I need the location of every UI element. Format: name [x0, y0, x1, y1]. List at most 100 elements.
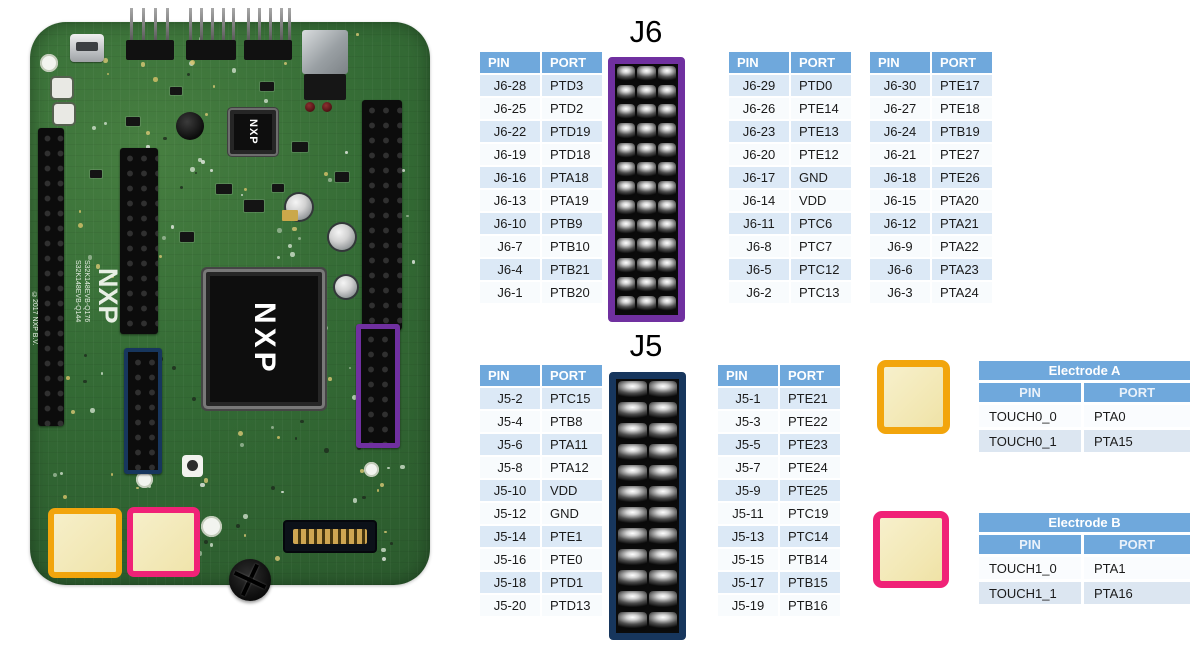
pin-hole [657, 142, 676, 160]
pin-cell: J6-17 [729, 167, 789, 188]
column-header: PIN [480, 52, 540, 73]
port-cell: VDD [791, 190, 851, 211]
pin-hole [648, 591, 677, 610]
table-row: J6-19 PTD18 [480, 144, 602, 165]
port-cell: PTA24 [932, 282, 992, 303]
pin-hole [657, 295, 676, 313]
port-cell: PTE12 [791, 144, 851, 165]
port-cell: PTB9 [542, 213, 602, 234]
pin-cell: J6-14 [729, 190, 789, 211]
pin-hole [648, 528, 677, 547]
table-row: J6-12 PTA21 [870, 213, 992, 234]
status-led [305, 102, 315, 112]
column-header: PIN [979, 383, 1081, 402]
table-row: J5-7 PTE24 [718, 457, 840, 478]
pin-cell: J6-4 [480, 259, 540, 280]
pin-hole [657, 257, 676, 275]
port-cell: PTA18 [542, 167, 602, 188]
pin-hole [657, 66, 676, 84]
table-row: J6-10 PTB9 [480, 213, 602, 234]
port-cell: PTC12 [791, 259, 851, 280]
port-cell: PTB21 [542, 259, 602, 280]
pin-hole [617, 66, 636, 84]
pin-cell: J5-19 [718, 595, 778, 616]
port-cell: PTC14 [780, 526, 840, 547]
table-row: J6-30 PTE17 [870, 75, 992, 96]
inductor [176, 112, 204, 140]
pin-cell: J6-26 [729, 98, 789, 119]
pin-hole [637, 200, 656, 218]
table-row: J6-24 PTB19 [870, 121, 992, 142]
column-header: PIN [480, 365, 540, 386]
electrode-a-swatch [877, 360, 950, 434]
pin-cell: J6-8 [729, 236, 789, 257]
mounting-hole [40, 54, 58, 72]
port-cell: PTA22 [932, 236, 992, 257]
micro-usb-connector [70, 34, 104, 62]
j6-board-connector-highlight [356, 324, 400, 448]
silk-copyright: ©2017 NXP B.V. [31, 292, 38, 346]
pin-cell: J5-7 [718, 457, 778, 478]
smd-component [180, 232, 194, 242]
table-row: J5-4 PTB8 [480, 411, 602, 432]
pin-port-table: PIN PORT J5-2 PTC15 J5-4 PTB8 J5-6 PTA11 J5-8 PTA… [478, 363, 604, 618]
table-row: J5-2 PTC15 [480, 388, 602, 409]
pin-port-table: PIN PORT J5-1 PTE21 J5-3 PTE22 J5-5 PTE23 J5-7 PT… [716, 363, 842, 618]
pin-hole [617, 238, 636, 256]
pin-hole [637, 85, 656, 103]
pin-hole [618, 402, 647, 421]
pin-hole [617, 295, 636, 313]
port-cell: PTA12 [542, 457, 602, 478]
port-cell: PTD19 [542, 121, 602, 142]
pin-hole [648, 402, 677, 421]
table-row: J5-5 PTE23 [718, 434, 840, 455]
pin-hole [657, 200, 676, 218]
nxp-logo-small: NXP [247, 119, 259, 145]
column-header: PORT [1084, 535, 1190, 554]
mounting-hole [136, 471, 153, 488]
pin-cell: J6-10 [480, 213, 540, 234]
pin-cell: J6-5 [729, 259, 789, 280]
pin-cell: J5-17 [718, 572, 778, 593]
port-cell: PTA20 [932, 190, 992, 211]
table-row: J5-8 PTA12 [480, 457, 602, 478]
port-cell: PTE0 [542, 549, 602, 570]
pin-hole [648, 423, 677, 442]
table-row: J6-9 PTA22 [870, 236, 992, 257]
port-cell: PTB14 [780, 549, 840, 570]
port-cell: PTB20 [542, 282, 602, 303]
smd-component [90, 170, 102, 178]
electrode-a-table: Electrode A PIN PORT TOUCH0_0 PTA0 TOUCH0_1 PT… [976, 358, 1193, 455]
j6-pin-table-3: PIN PORT J6-30 PTE17 J6-27 PTE18 J6-24 PTB19 J6-… [868, 50, 994, 305]
port-cell: PTA1 [1084, 557, 1190, 579]
table-row: J6-7 PTB10 [480, 236, 602, 257]
rgb-led [182, 455, 203, 477]
center-pin-header [120, 148, 158, 334]
tact-button [54, 104, 74, 124]
tact-button [52, 78, 72, 98]
pin-hole [657, 161, 676, 179]
silk-part-number: S32K148EVB-Q176 [83, 260, 90, 323]
edge-connector [283, 520, 377, 553]
mounting-hole [201, 516, 222, 537]
port-cell: PTC13 [791, 282, 851, 303]
port-cell: PTB19 [932, 121, 992, 142]
table-row: J6-20 PTE12 [729, 144, 851, 165]
j5-pin-table-2: PIN PORT J5-1 PTE21 J5-3 PTE22 J5-5 PTE23 J5-7 PT… [716, 363, 842, 618]
pin-port-table: PIN PORT J6-29 PTD0 J6-26 PTE14 J6-23 PTE13 J6-2… [727, 50, 853, 305]
table-row: J6-8 PTC7 [729, 236, 851, 257]
table-row: J5-13 PTC14 [718, 526, 840, 547]
pin-cell: J6-13 [480, 190, 540, 211]
pin-hole [618, 423, 647, 442]
pin-cell: J6-1 [480, 282, 540, 303]
table-row: J5-12 GND [480, 503, 602, 524]
column-header: PIN [870, 52, 930, 73]
column-header: PORT [932, 52, 992, 73]
left-pin-header [38, 128, 64, 426]
pin-hole [657, 276, 676, 294]
port-cell: VDD [542, 480, 602, 501]
pin-hole [617, 219, 636, 237]
smd-component [216, 184, 232, 194]
nxp-logo: NXP [248, 302, 281, 376]
column-header: PORT [791, 52, 851, 73]
